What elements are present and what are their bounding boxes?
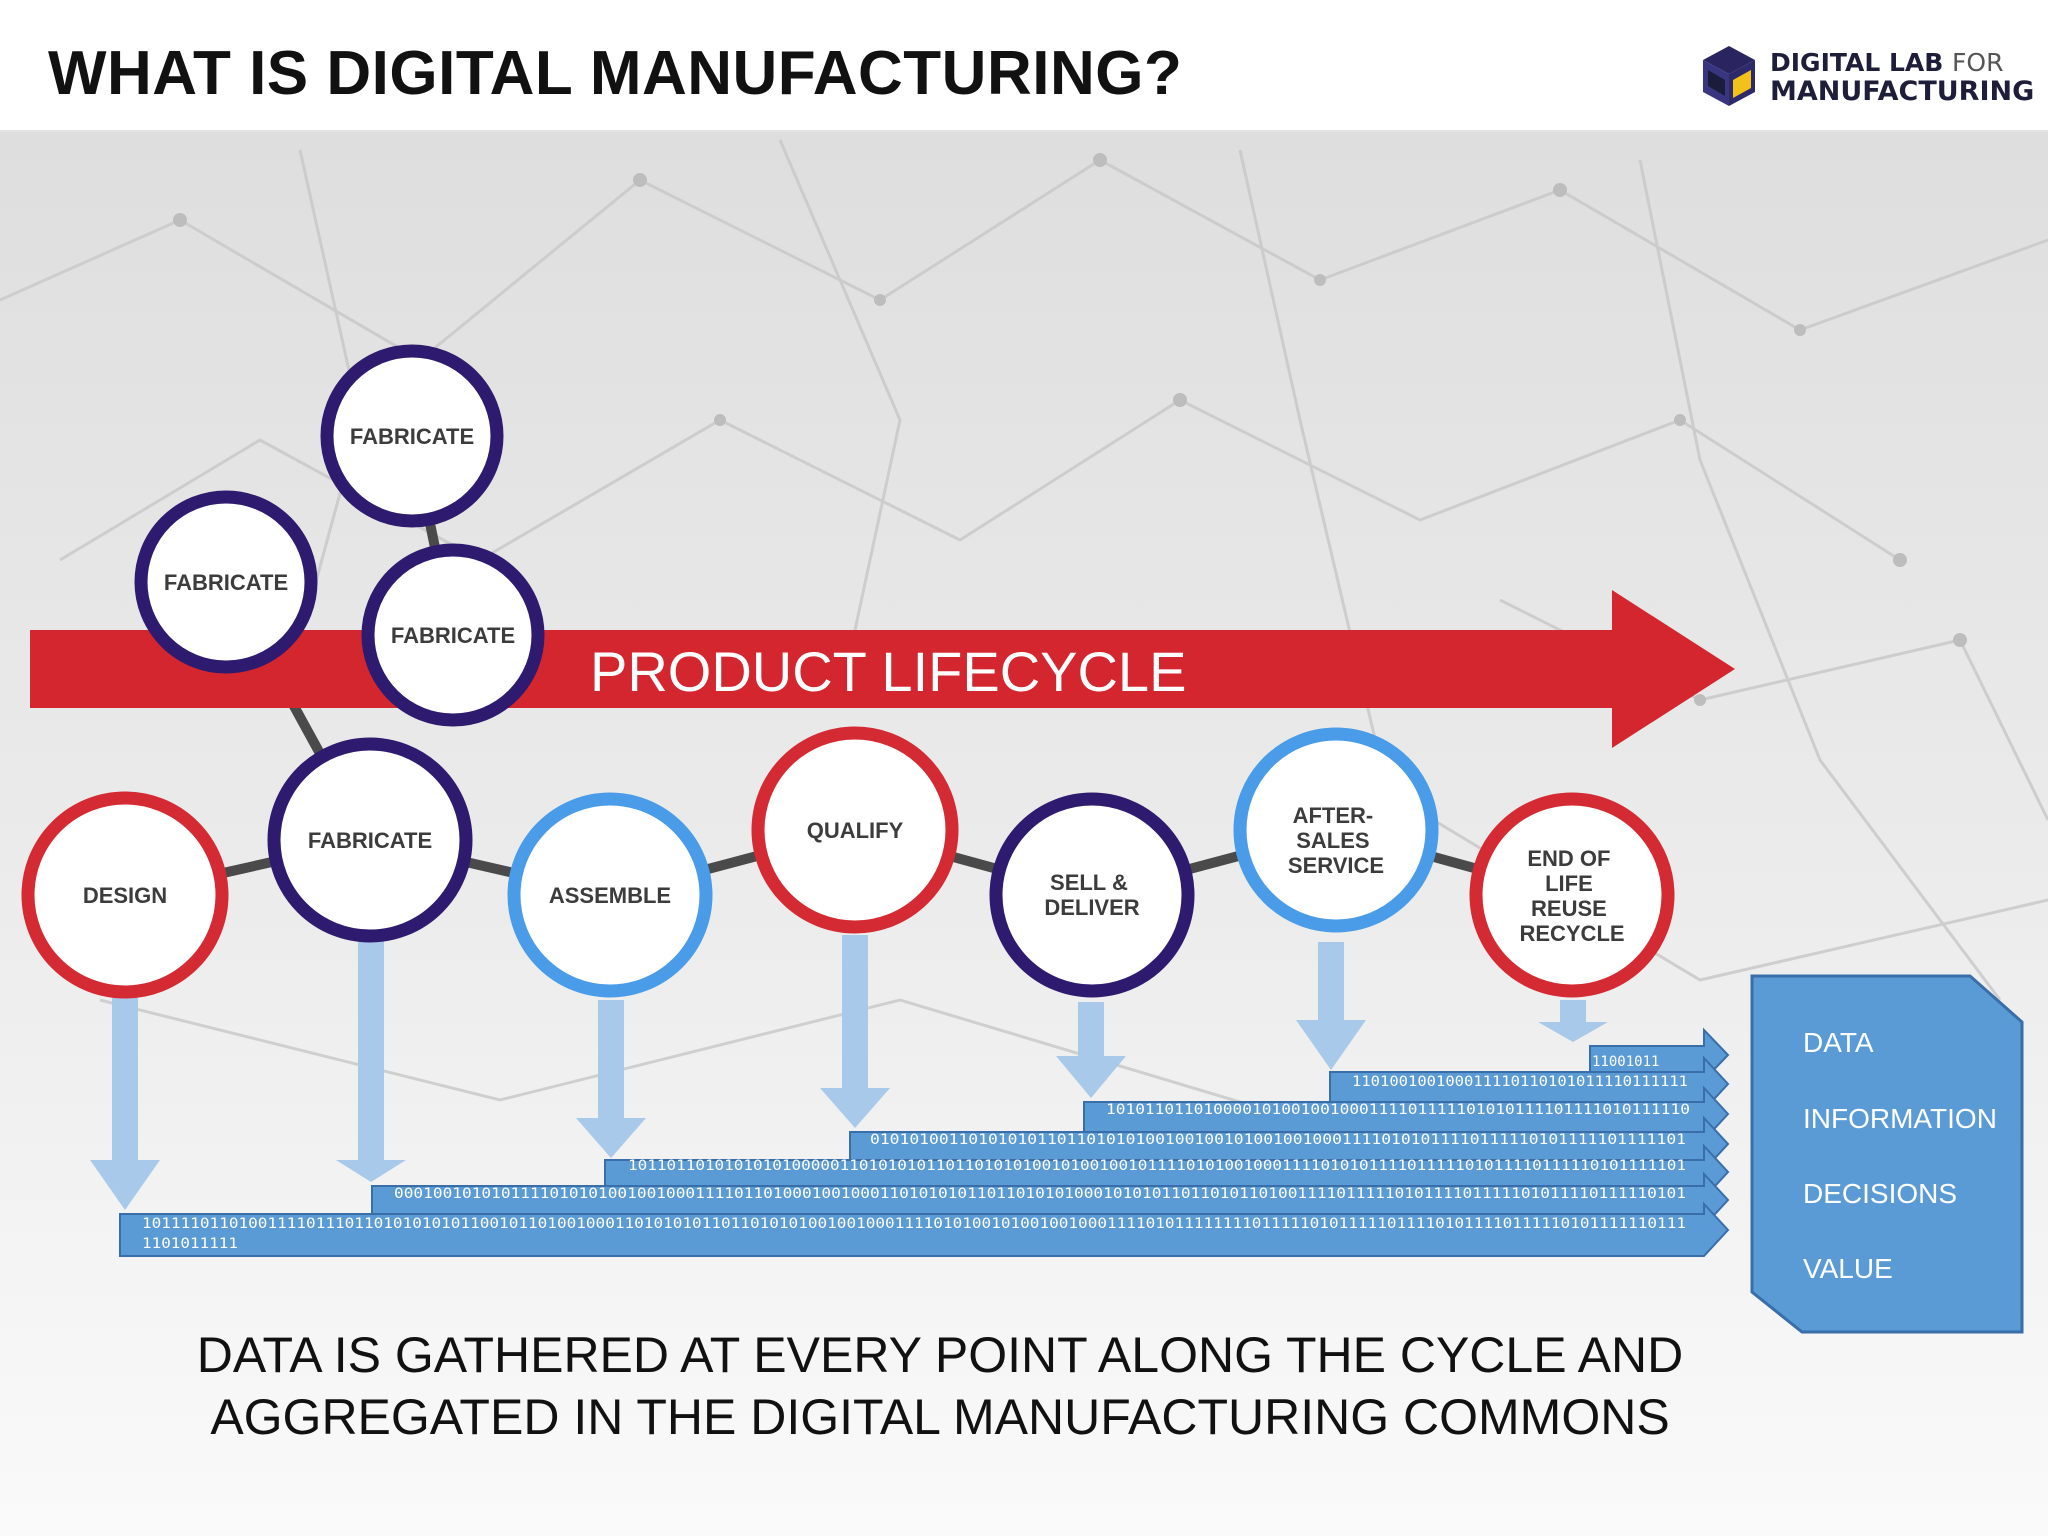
svg-text:QUALIFY: QUALIFY	[807, 818, 904, 843]
stage-design: DESIGN	[21, 791, 229, 999]
stage-fabricate-top-label: FABRICATE	[350, 424, 474, 449]
svg-text:FABRICATE: FABRICATE	[308, 828, 432, 853]
stage-fabricate-left-label: FABRICATE	[164, 570, 288, 595]
stage-end-of-life-label-line2: LIFE	[1545, 871, 1593, 896]
stage-qualify: QUALIFY	[751, 726, 959, 934]
svg-text:ASSEMBLE: ASSEMBLE	[549, 883, 671, 908]
stage-end-of-life-label-line1: END OF	[1527, 846, 1610, 871]
svg-text:AFTER- SALES SERVI: AFTER- SALES SERVICE	[1288, 803, 1384, 878]
logo-name-thin: FOR	[1952, 48, 2004, 77]
caption: DATA IS GATHERED AT EVERY POINT ALONG TH…	[90, 1324, 1790, 1448]
svg-text:SELL & DELIVER: SELL & DELIVER	[1044, 870, 1139, 920]
stage-fabricate-mid-label: FABRICATE	[391, 623, 515, 648]
stage-sell-deliver-label-line2: DELIVER	[1044, 895, 1139, 920]
stage-fabricate-top: FABRICATE	[320, 344, 504, 528]
stage-fabricate-label: FABRICATE	[308, 828, 432, 853]
aggregation-item-data: DATA	[1803, 1027, 1874, 1058]
logo-name-line2: MANUFACTURING	[1770, 76, 2035, 107]
stage-fabricate: FABRICATE	[267, 737, 473, 943]
data-stream	[119, 1027, 1730, 1257]
aggregation-item-information: INFORMATION	[1803, 1103, 1997, 1134]
stage-design-label: DESIGN	[83, 883, 167, 908]
stage-sell-deliver: SELL & DELIVER	[989, 792, 1195, 998]
stage-after-sales-label-line3: SERVICE	[1288, 853, 1384, 878]
aggregation-list: DATA INFORMATION DECISIONS VALUE	[1803, 1027, 1997, 1284]
stage-fabricate-left: FABRICATE	[134, 490, 318, 674]
svg-text:END OF LIFE REUSE: END OF LIFE REUSE RECYCLE	[1519, 846, 1624, 946]
collection-arrows	[90, 935, 1608, 1210]
cube-logo-icon	[1703, 46, 1755, 106]
svg-text:DESIGN: DESIGN	[83, 883, 167, 908]
stage-fabricate-mid: FABRICATE	[361, 543, 545, 727]
stage-after-sales-label-line2: SALES	[1296, 828, 1369, 853]
aggregation-item-decisions: DECISIONS	[1803, 1178, 1957, 1209]
binary-text: 110100100100011110110101011110111111	[1352, 1074, 1688, 1090]
binary-text: 1011110110100111101110110101010101100101…	[142, 1216, 1686, 1232]
logo-name-bold: DIGITAL LAB	[1770, 48, 1944, 77]
stage-assemble-label: ASSEMBLE	[549, 883, 671, 908]
binary-data: 11001011 1101001001000111101101010111101…	[142, 1054, 1690, 1252]
stage-end-of-life-label-line3: REUSE	[1531, 896, 1607, 921]
product-lifecycle-arrow	[30, 590, 1735, 748]
binary-text: 11001011	[1592, 1054, 1659, 1070]
binary-text: 1101011111	[142, 1236, 238, 1252]
stage-after-sales-label-line1: AFTER-	[1293, 803, 1374, 828]
aggregation-box	[1750, 974, 2024, 1334]
aggregation-item-value: VALUE	[1803, 1253, 1893, 1284]
caption-line-2: AGGREGATED IN THE DIGITAL MANUFACTURING …	[210, 1389, 1670, 1445]
stage-end-of-life: END OF LIFE REUSE RECYCLE	[1469, 792, 1675, 998]
product-lifecycle-label: PRODUCT LIFECYCLE	[590, 640, 1186, 703]
stage-sell-deliver-label-line1: SELL &	[1050, 870, 1128, 895]
binary-text: 1010110110100001010010010001111011111010…	[1106, 1102, 1690, 1118]
logo: DIGITAL LAB FOR MANUFACTURING	[1700, 44, 2034, 108]
stage-after-sales-service: AFTER- SALES SERVICE	[1233, 727, 1439, 933]
svg-text:FABRICATE: FABRICATE	[164, 570, 288, 595]
stage-end-of-life-label-line4: RECYCLE	[1519, 921, 1624, 946]
data-stream-step	[119, 1201, 1730, 1257]
binary-text: 0001001010101111010101001001000111101101…	[394, 1186, 1686, 1202]
svg-text:FABRICATE: FABRICATE	[350, 424, 474, 449]
header: WHAT IS DIGITAL MANUFACTURING? DIGITAL L…	[0, 0, 2048, 132]
caption-line-1: DATA IS GATHERED AT EVERY POINT ALONG TH…	[196, 1327, 1684, 1383]
binary-text: 0101010011010101011011010101001001001010…	[870, 1132, 1686, 1148]
stage-qualify-label: QUALIFY	[807, 818, 904, 843]
binary-text: 1011011010101010100000110101010110110101…	[628, 1158, 1686, 1174]
svg-text:FABRICATE: FABRICATE	[391, 623, 515, 648]
page-title: WHAT IS DIGITAL MANUFACTURING?	[48, 39, 1183, 108]
stage-assemble: ASSEMBLE	[507, 792, 713, 998]
